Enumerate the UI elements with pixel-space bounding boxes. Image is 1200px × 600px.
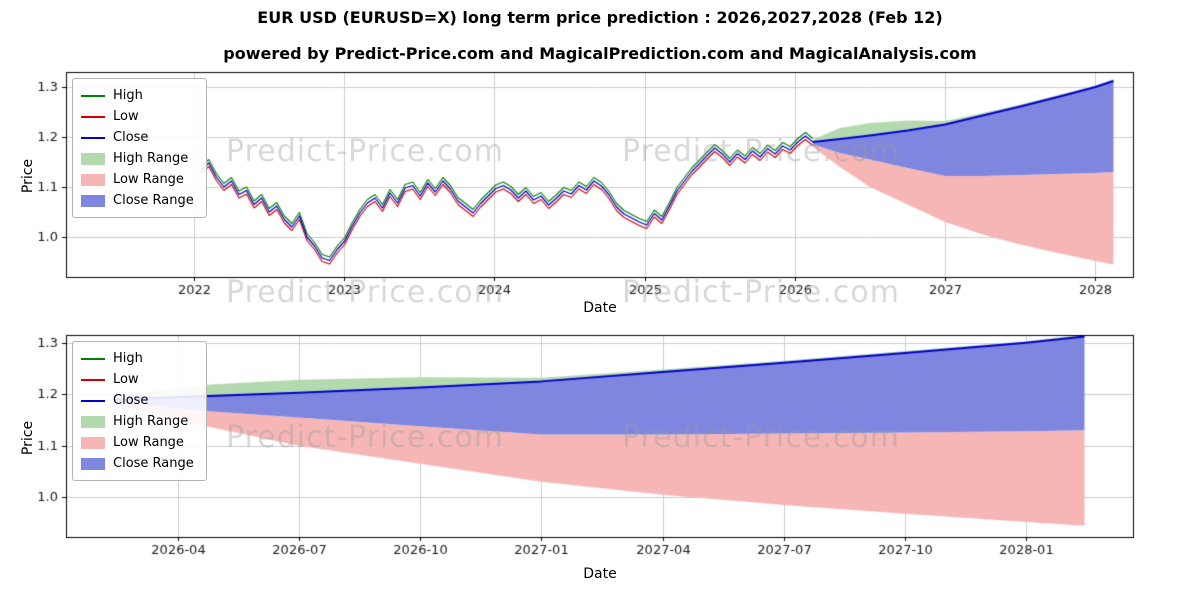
legend-label: Close Range: [113, 456, 194, 471]
legend-item-close-range: Close Range: [81, 453, 194, 474]
legend-label: Low Range: [113, 435, 184, 450]
legend-line-swatch: [81, 136, 105, 139]
legend-patch-swatch: [81, 457, 105, 470]
legend-line-swatch: [81, 399, 105, 402]
legend-line-swatch: [81, 94, 105, 97]
legend-item-high-range: High Range: [81, 411, 194, 432]
legend-item-low-range: Low Range: [81, 169, 194, 190]
legend-item-high-range: High Range: [81, 148, 194, 169]
legend-top-chart: High Low Close High Range Low Range Close Ran…: [72, 78, 207, 218]
legend-patch-swatch: [81, 436, 105, 449]
legend-patch-swatch: [81, 173, 105, 186]
y-axis-label-bottom: Price: [20, 420, 36, 456]
legend-label: Close: [113, 130, 149, 145]
legend-label: High: [113, 88, 143, 103]
legend-item-low: Low: [81, 369, 194, 390]
legend-label: High: [113, 351, 143, 366]
legend-item-high: High: [81, 348, 194, 369]
chart-title: EUR USD (EURUSD=X) long term price predi…: [257, 8, 943, 27]
legend-patch-swatch: [81, 152, 105, 165]
legend-item-low-range: Low Range: [81, 432, 194, 453]
legend-label: High Range: [113, 414, 189, 429]
legend-patch-swatch: [81, 194, 105, 207]
legend-label: Low Range: [113, 172, 184, 187]
legend-item-close: Close: [81, 390, 194, 411]
legend-bottom-chart: High Low Close High Range Low Range Close Ran…: [72, 341, 207, 481]
y-axis-label-top: Price: [20, 158, 36, 194]
legend-label: High Range: [113, 151, 189, 166]
legend-item-high: High: [81, 85, 194, 106]
legend-label: Close Range: [113, 193, 194, 208]
legend-label: Low: [113, 109, 139, 124]
x-axis-label-bottom: Date: [583, 566, 617, 582]
legend-line-swatch: [81, 115, 105, 118]
legend-patch-swatch: [81, 415, 105, 428]
legend-line-swatch: [81, 378, 105, 381]
x-axis-label-top: Date: [583, 300, 617, 316]
legend-label: Close: [113, 393, 149, 408]
legend-item-close: Close: [81, 127, 194, 148]
legend-line-swatch: [81, 357, 105, 360]
legend-item-close-range: Close Range: [81, 190, 194, 211]
legend-item-low: Low: [81, 106, 194, 127]
legend-label: Low: [113, 372, 139, 387]
chart-subtitle: powered by Predict-Price.com and Magical…: [223, 44, 977, 63]
